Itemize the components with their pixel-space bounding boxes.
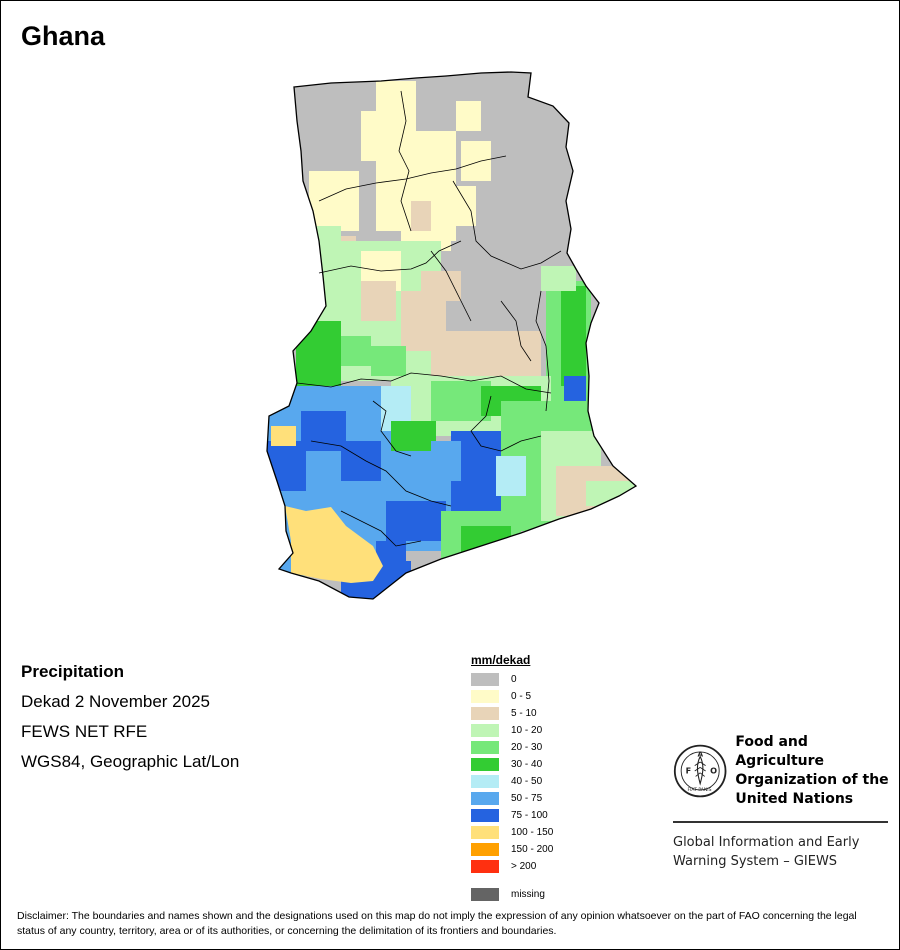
legend-label: 20 - 30 (511, 742, 543, 753)
legend-label: 30 - 40 (511, 759, 543, 770)
rainfall-raster (267, 72, 636, 599)
legend-label: 150 - 200 (511, 844, 554, 855)
fao-branding: F O A FIAT PANIS Food and Agriculture Or… (673, 733, 891, 871)
precipitation-map (251, 71, 651, 611)
legend-label: 100 - 150 (511, 827, 554, 838)
legend-label: 0 - 5 (511, 691, 532, 702)
giews-name: Global Information and Early Warning Sys… (673, 833, 891, 871)
legend-swatch (471, 843, 499, 856)
fao-logo-o: O (710, 766, 717, 776)
legend-item: 30 - 40 (471, 756, 611, 773)
legend-label: missing (511, 889, 545, 900)
legend-label: 50 - 75 (511, 793, 543, 804)
fao-name: Food and Agriculture Organization of the… (735, 733, 891, 809)
fao-logo-a: A (697, 750, 703, 759)
legend-label: 40 - 50 (511, 776, 543, 787)
legend-item: 0 (471, 671, 611, 688)
variable-label: Precipitation (21, 662, 124, 681)
giews-line: Warning System – GIEWS (673, 854, 838, 869)
legend-swatch (471, 775, 499, 788)
fao-name-line: Food and Agriculture (735, 734, 825, 769)
fao-name-line: Organization of the (735, 772, 889, 788)
legend-item: 50 - 75 (471, 790, 611, 807)
legend-item: > 200 (471, 858, 611, 875)
legend-item: 0 - 5 (471, 688, 611, 705)
legend-label: > 200 (511, 861, 537, 872)
legend-swatch (471, 860, 499, 873)
legend-swatch (471, 741, 499, 754)
legend-swatch (471, 826, 499, 839)
legend-swatch (471, 888, 499, 901)
legend-item: 75 - 100 (471, 807, 611, 824)
legend-swatch (471, 707, 499, 720)
legend-swatch (471, 724, 499, 737)
fao-logo-icon: F O A FIAT PANIS (673, 744, 727, 798)
legend-item: 20 - 30 (471, 739, 611, 756)
period-label: Dekad 2 November 2025 (21, 692, 211, 711)
legend-swatch (471, 673, 499, 686)
disclaimer: Disclaimer: The boundaries and names sho… (17, 910, 857, 937)
legend-swatch (471, 809, 499, 822)
legend-swatch (471, 792, 499, 805)
legend-swatch (471, 690, 499, 703)
legend-label: 5 - 10 (511, 708, 537, 719)
projection-label: WGS84, Geographic Lat/Lon (21, 752, 240, 771)
fao-name-line: United Nations (735, 791, 854, 807)
legend-item: 150 - 200 (471, 841, 611, 858)
admin-boundaries (296, 90, 562, 547)
legend-title: mm/dekad (471, 653, 531, 667)
legend: mm/dekad 0 0 - 5 5 - 10 10 - 20 20 - 30 30 - … (471, 653, 611, 903)
legend-item: 40 - 50 (471, 773, 611, 790)
map-title: Ghana (21, 21, 106, 51)
legend-items: 0 0 - 5 5 - 10 10 - 20 20 - 30 30 - 40 40 - 50… (471, 671, 611, 875)
legend-item: 100 - 150 (471, 824, 611, 841)
fao-divider (673, 821, 888, 823)
legend-label: 10 - 20 (511, 725, 543, 736)
legend-label: 0 (511, 674, 517, 685)
svg-text:FIAT PANIS: FIAT PANIS (687, 787, 711, 793)
ghana-map-svg (266, 71, 637, 600)
map-metadata: Precipitation Dekad 2 November 2025 FEWS… (21, 657, 239, 777)
giews-line: Global Information and Early (673, 835, 860, 850)
legend-item-missing: missing (471, 886, 611, 903)
legend-swatch (471, 758, 499, 771)
legend-item: 10 - 20 (471, 722, 611, 739)
fao-logo-f: F (686, 766, 692, 776)
legend-label: 75 - 100 (511, 810, 548, 821)
source-label: FEWS NET RFE (21, 722, 148, 741)
legend-item: 5 - 10 (471, 705, 611, 722)
